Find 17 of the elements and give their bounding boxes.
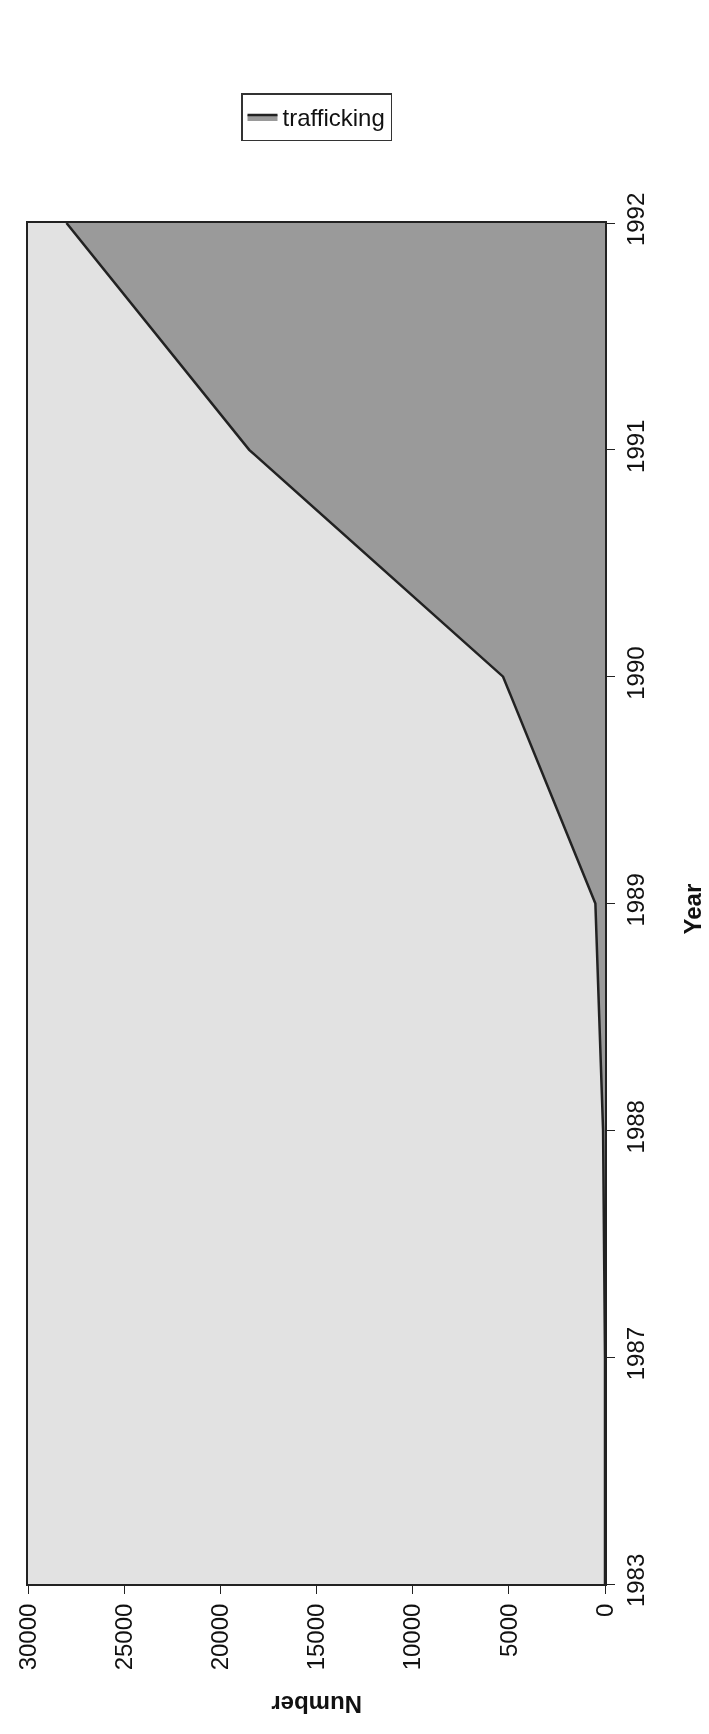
x-tick-label: 0 [590,1603,618,1617]
y-tick-label: 1991 [621,419,649,473]
x-tick-label: 5000 [494,1603,522,1657]
x-axis-title: Number [271,1691,362,1718]
y-tick-label: 1992 [621,192,649,247]
x-tick-label: 25000 [109,1603,137,1671]
legend-label: trafficking [282,104,385,132]
x-tick-label: 15000 [302,1603,330,1671]
y-tick-label: 1990 [621,646,649,700]
y-tick-label: 1983 [621,1553,649,1608]
y-axis-title: Year [678,883,706,935]
y-tick-label: 1989 [621,873,649,927]
x-tick-label: 10000 [398,1603,426,1671]
y-tick-label: 1988 [621,1100,649,1154]
x-tick-label: 30000 [13,1603,41,1671]
y-tick-label: 1987 [621,1326,649,1381]
x-tick-label: 20000 [206,1603,234,1671]
